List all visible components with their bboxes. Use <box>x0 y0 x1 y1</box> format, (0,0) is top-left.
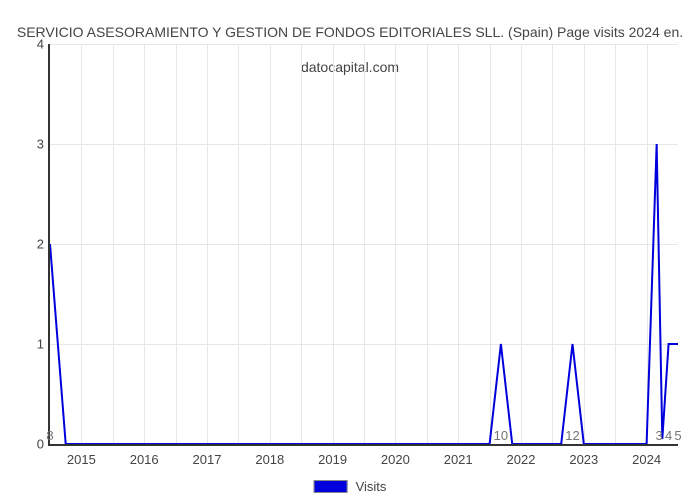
x-tick-label: 2018 <box>255 452 284 467</box>
title-line-1: SERVICIO ASESORAMIENTO Y GESTION DE FOND… <box>17 24 683 40</box>
y-tick-label: 3 <box>4 137 44 152</box>
y-tick-label: 4 <box>4 37 44 52</box>
x-tick-label: 2019 <box>318 452 347 467</box>
x2-tick-label: 5 <box>674 428 681 443</box>
x2-tick-label: 10 <box>494 428 508 443</box>
x-tick-label: 2023 <box>569 452 598 467</box>
series-line <box>50 44 678 444</box>
visits-path <box>50 144 678 444</box>
y-tick-label: 1 <box>4 337 44 352</box>
x-tick-label: 2022 <box>507 452 536 467</box>
x-tick-label: 2016 <box>130 452 159 467</box>
x2-tick-label: 3 <box>656 428 663 443</box>
y-tick-label: 2 <box>4 237 44 252</box>
x2-tick-label: 8 <box>46 428 53 443</box>
x-tick-label: 2020 <box>381 452 410 467</box>
y-tick-label: 0 <box>4 437 44 452</box>
plot-area <box>48 44 678 446</box>
x2-tick-label: 12 <box>565 428 579 443</box>
x2-tick-label: 4 <box>665 428 672 443</box>
legend-swatch <box>314 480 348 493</box>
x-tick-label: 2021 <box>444 452 473 467</box>
legend-label: Visits <box>356 479 387 494</box>
x-tick-label: 2015 <box>67 452 96 467</box>
x-tick-label: 2024 <box>632 452 661 467</box>
plot-inner <box>50 44 678 444</box>
legend: Visits <box>314 479 387 494</box>
x-tick-label: 2017 <box>193 452 222 467</box>
